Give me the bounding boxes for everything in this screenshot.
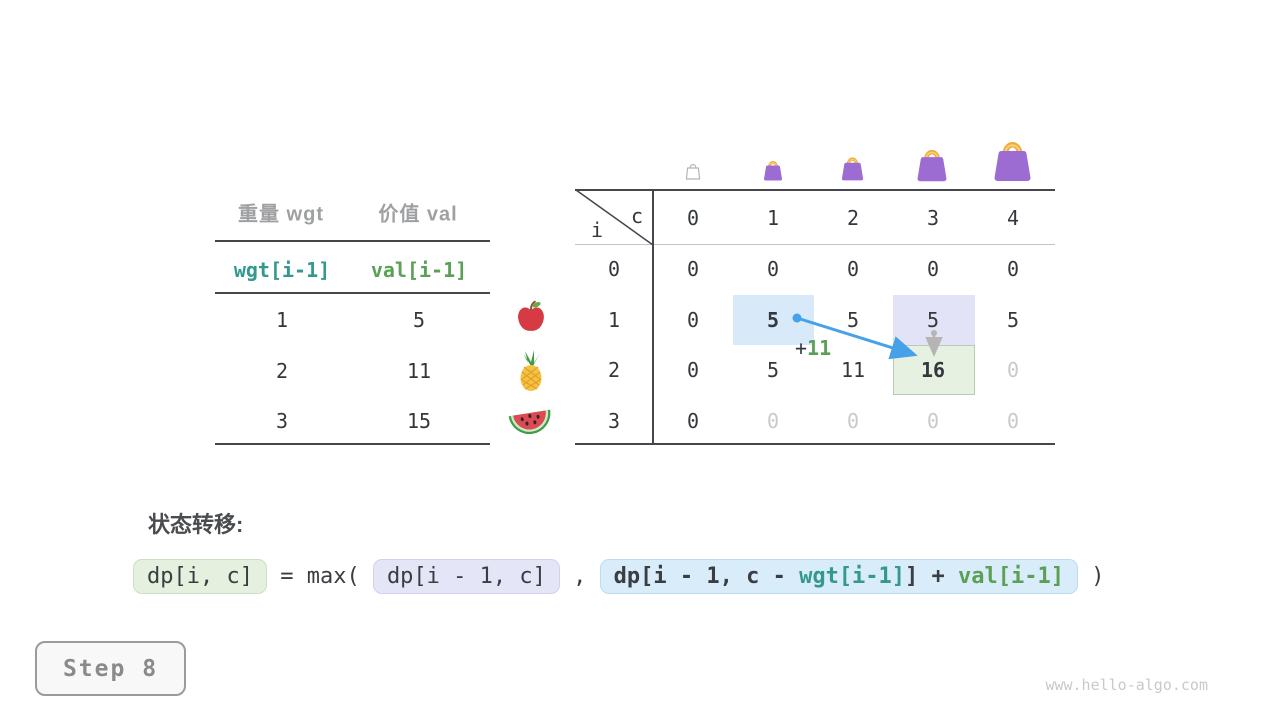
watermelon-icon	[508, 405, 552, 437]
item-1-weight: 1	[275, 308, 289, 332]
dp-cell-0-0: 0	[686, 257, 700, 281]
dp-row-header-1: 1	[607, 308, 621, 332]
dp-cell-3-2: 0	[846, 409, 860, 433]
dp-col-header-3: 3	[926, 206, 940, 230]
dp-cell-2-3: 16	[920, 358, 946, 382]
dp-col-header-0: 0	[686, 206, 700, 230]
plus-sign: +	[795, 336, 808, 360]
dp-row-header-3: 3	[607, 409, 621, 433]
dp-row-header-2: 2	[607, 358, 621, 382]
item-2-weight: 2	[275, 359, 289, 383]
dp-cell-0-3: 0	[926, 257, 940, 281]
arg2-wgt: wgt[i-1]	[799, 564, 906, 589]
empty-bag-outline-icon	[685, 162, 701, 181]
formula-arg1-box: dp[i - 1, c]	[372, 559, 560, 594]
item-1-value: 5	[412, 308, 426, 332]
item-3-weight: 3	[275, 409, 289, 433]
dp-cell-2-2: 11	[840, 358, 866, 382]
dp-table-line-top	[575, 189, 1055, 191]
dp-cell-2-4: 0	[1006, 358, 1020, 382]
items-table-line-top	[215, 240, 490, 242]
state-transition-label: 状态转移:	[148, 512, 244, 537]
arg2-pre: dp[i - 1, c -	[613, 564, 800, 589]
state-transition-formula: dp[i, c] = max( dp[i - 1, c] , dp[i - 1,…	[133, 559, 1105, 594]
formula-close-paren: )	[1078, 564, 1105, 589]
dp-col-header-2: 2	[846, 206, 860, 230]
dp-cell-0-1: 0	[766, 257, 780, 281]
dp-cell-3-0: 0	[686, 409, 700, 433]
dp-cell-2-0: 0	[686, 358, 700, 382]
dp-cell-1-3: 5	[926, 308, 940, 332]
dp-cell-3-4: 0	[1006, 409, 1020, 433]
dp-table-line-header	[575, 244, 1055, 245]
dp-cell-2-1: 5	[766, 358, 780, 382]
purple-bag-icon	[912, 145, 952, 182]
apple-icon	[514, 300, 548, 334]
items-table-line-mid	[215, 292, 490, 294]
dp-table-line-vertical	[652, 189, 654, 445]
dp-cell-0-2: 0	[846, 257, 860, 281]
arg2-mid: ] +	[905, 564, 959, 589]
dp-corner-col-label: c	[630, 204, 644, 228]
items-table-line-bottom	[215, 443, 490, 445]
pineapple-icon	[515, 350, 547, 392]
purple-bag-icon	[761, 158, 785, 181]
purple-bag-icon	[838, 154, 867, 181]
added-value: 11	[807, 336, 832, 360]
dp-cell-1-4: 5	[1006, 308, 1020, 332]
items-col-value-header: 价值 val	[378, 203, 458, 226]
items-val-formula: val[i-1]	[370, 258, 468, 282]
formula-lhs-box: dp[i, c]	[133, 559, 267, 594]
items-col-weight-header: 重量 wgt	[238, 203, 324, 226]
dp-col-header-1: 1	[766, 206, 780, 230]
arg2-val: val[i-1]	[958, 564, 1064, 589]
dp-corner-diagonal	[575, 189, 654, 246]
dp-cell-1-2: 5	[846, 308, 860, 332]
dp-col-header-4: 4	[1006, 206, 1020, 230]
dp-table-line-bottom	[575, 443, 1055, 445]
formula-eq-max: = max(	[266, 564, 373, 589]
dp-corner-row-label: i	[590, 218, 604, 242]
formula-arg2-box: dp[i - 1, c - wgt[i-1]] + val[i-1]	[599, 559, 1078, 594]
add-value-annotation: +11	[795, 336, 831, 360]
dp-row-header-0: 0	[607, 257, 621, 281]
purple-bag-icon	[987, 136, 1038, 182]
item-3-value: 15	[406, 409, 432, 433]
dp-cell-0-4: 0	[1006, 257, 1020, 281]
dp-cell-3-1: 0	[766, 409, 780, 433]
watermark: www.hello-algo.com	[1045, 676, 1208, 694]
dp-cell-1-0: 0	[686, 308, 700, 332]
items-wgt-formula: wgt[i-1]	[233, 258, 331, 282]
dp-cell-3-3: 0	[926, 409, 940, 433]
step-badge: Step 8	[35, 641, 186, 696]
dp-cell-1-1: 5	[766, 308, 780, 332]
formula-comma: ,	[559, 564, 600, 589]
item-2-value: 11	[406, 359, 432, 383]
